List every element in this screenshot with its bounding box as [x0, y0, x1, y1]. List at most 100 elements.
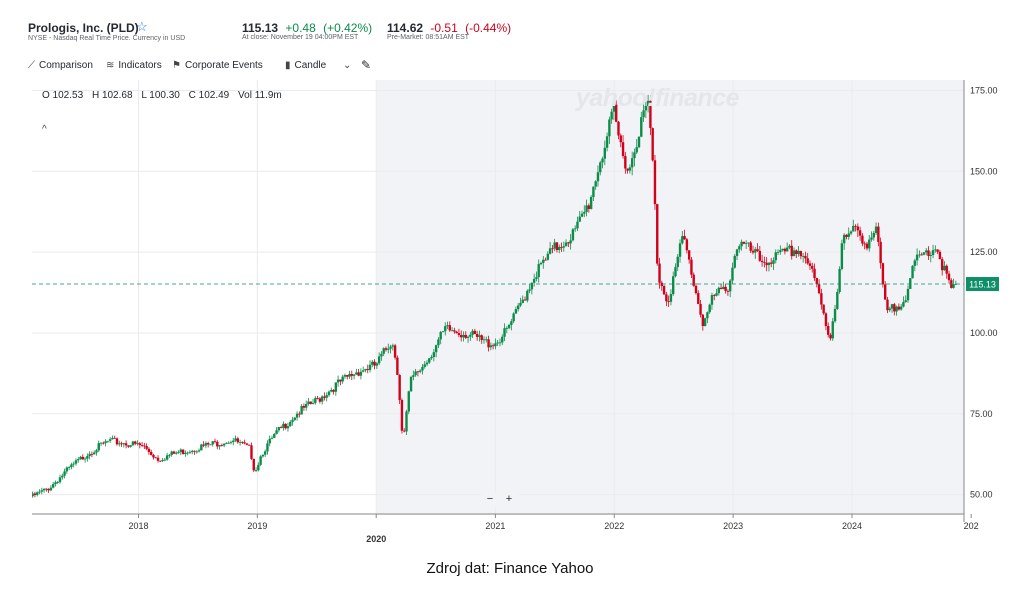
candle-body	[503, 328, 506, 337]
candle-body	[758, 250, 762, 261]
chevron-up-icon[interactable]: ^	[42, 124, 47, 135]
candle-body	[448, 325, 452, 331]
candle-body	[279, 427, 283, 428]
candle-body	[168, 454, 171, 456]
comparison-button[interactable]: ⟋ Comparison	[28, 60, 93, 71]
candle-body	[514, 309, 518, 314]
candle-body	[409, 376, 413, 392]
x-tick-label: 2018	[128, 521, 148, 531]
candle-body	[628, 167, 632, 171]
candle-body	[865, 243, 869, 249]
candle-body	[222, 443, 226, 446]
candle-body	[295, 413, 299, 418]
candle-body	[772, 260, 775, 264]
candle-body	[441, 331, 445, 333]
candle-body	[827, 325, 830, 335]
candle-body	[706, 312, 709, 319]
candle-body	[220, 445, 224, 447]
candle-body	[934, 249, 937, 251]
candle-body	[760, 260, 764, 263]
candle-body	[81, 456, 85, 460]
candle-body	[350, 373, 353, 376]
candle-body	[263, 451, 267, 455]
candle-body	[824, 313, 828, 326]
candle-body	[754, 249, 757, 253]
candle-body	[767, 262, 771, 266]
candle-body	[788, 245, 791, 248]
y-tick-label: 175.00	[970, 85, 998, 95]
events-icon: ⚑	[172, 60, 181, 71]
candle-body	[601, 158, 604, 163]
candle-body	[225, 442, 228, 444]
candle-body	[113, 437, 116, 439]
candle-body	[67, 467, 71, 468]
candle-body	[717, 287, 720, 294]
candle-body	[346, 375, 349, 377]
candle-body	[197, 450, 201, 452]
candle-body	[662, 286, 666, 295]
ohlc-volume: Vol 11.9m	[238, 90, 282, 101]
candle-body	[478, 335, 481, 337]
candle-body	[102, 442, 105, 444]
candle-body	[127, 445, 130, 447]
candle-body	[462, 334, 465, 338]
price-chart[interactable]: 50.00 75.00 100.00 125.00 150.00 175.00 2018 20…	[32, 80, 1001, 544]
candle-body	[571, 229, 575, 241]
pencil-icon[interactable]: ✎	[361, 58, 372, 72]
candle-body	[213, 441, 217, 443]
candle-body	[204, 443, 208, 446]
star-icon[interactable]: ☆	[136, 19, 148, 34]
candle-body	[569, 240, 572, 244]
indicators-button[interactable]: ≋ Indicators	[106, 60, 162, 71]
candle-body	[300, 405, 303, 415]
corporate-events-button[interactable]: ⚑ Corporate Events	[172, 60, 263, 71]
candle-body	[690, 259, 693, 275]
premarket-change: -0.51	[430, 21, 458, 35]
candle-body	[234, 438, 237, 441]
zoom-in-button[interactable]: +	[505, 493, 513, 505]
candle-body	[498, 342, 502, 344]
candle-body	[546, 253, 550, 260]
candle-body	[523, 299, 527, 301]
candle-body	[156, 457, 160, 461]
candle-body	[373, 361, 376, 366]
candle-body	[683, 236, 686, 240]
candle-body	[699, 303, 702, 315]
last-price-tag	[966, 277, 999, 292]
candle-body	[99, 442, 103, 444]
candle-body	[88, 453, 91, 457]
candle-body	[120, 443, 123, 445]
candle-body	[763, 262, 766, 263]
candle-body	[400, 399, 404, 431]
comparison-label: Comparison	[39, 60, 93, 71]
candle-body	[719, 287, 723, 290]
candle-body	[332, 389, 335, 392]
candle-body	[687, 250, 691, 260]
y-tick-label: 100.00	[970, 328, 998, 338]
candle-body	[576, 221, 579, 229]
zoom-out-button[interactable]: −	[486, 493, 494, 505]
candle-body	[722, 286, 725, 290]
candle-body	[368, 364, 372, 371]
candle-body	[795, 250, 798, 254]
candle-body	[925, 250, 928, 253]
chart-type-dropdown[interactable]: ▮ Candle ⌄	[285, 60, 355, 71]
candle-body	[594, 181, 597, 187]
candle-body	[286, 426, 290, 429]
candle-body	[257, 464, 260, 471]
candle-body	[131, 441, 135, 446]
candle-body	[432, 352, 436, 357]
candle-body	[423, 364, 426, 367]
candle-body	[747, 242, 750, 244]
candle-body	[897, 306, 901, 310]
candle-body	[615, 104, 618, 122]
candle-body	[111, 437, 114, 440]
candle-body	[232, 440, 235, 443]
y-tick-label: 75.00	[970, 409, 993, 419]
candle-body	[838, 269, 841, 292]
candle-body	[439, 332, 442, 340]
candle-body	[330, 389, 333, 392]
candle-body	[779, 250, 782, 253]
candle-body	[398, 374, 401, 400]
candle-body	[191, 450, 194, 452]
